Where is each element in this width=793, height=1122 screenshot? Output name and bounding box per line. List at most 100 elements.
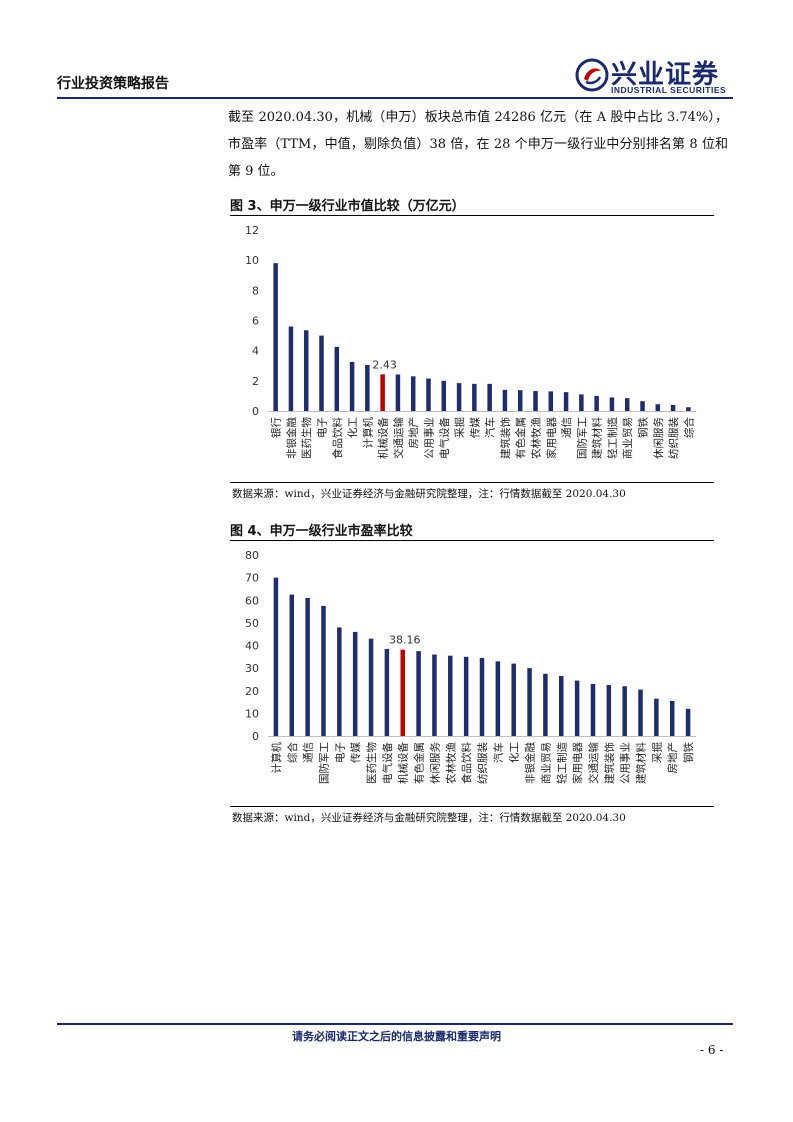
footer-divider [57,1023,733,1025]
bar [463,656,469,736]
highlighted-bar [380,374,385,411]
bar [487,383,492,411]
bar-value-annotation: 38.16 [389,634,421,647]
y-tick-label: 40 [245,640,259,653]
x-category-label: 商业贸易 [539,742,552,784]
bar [543,673,548,736]
bar [410,376,416,411]
disclaimer-notice: 请务必阅读正文之后的信息披露和重要声明 [292,1030,501,1043]
figure-4-bar-chart: 0 10 20 30 40 50 60 70 80 计算机 综合 通信 国防军工 电子 传媒 医药生物 电气设备… [245,549,696,784]
x-category-label: 建筑装饰 [499,417,512,459]
y-tick-label: 50 [245,617,259,630]
x-category-label: 综合 [682,417,695,438]
bar [273,263,278,411]
bar [319,335,324,411]
x-category-label: 食品饮料 [460,742,473,784]
bar [640,401,645,411]
figure-4-bottom-rule [230,806,714,807]
header-divider [57,97,733,99]
y-tick-label: 8 [252,284,259,297]
x-category-label: 有色金属 [413,742,426,784]
x-category-label: 银行 [270,417,283,438]
bar [511,663,516,736]
bar [472,383,477,411]
bar [670,404,676,411]
x-category-label: 通信 [561,417,573,438]
x-category-label: 采掘 [650,742,663,763]
bar [594,395,599,411]
highlighted-bar [400,649,405,736]
bar [563,392,569,411]
y-tick-label: 0 [252,405,259,418]
y-tick-label: 70 [245,572,259,585]
bar [609,397,615,411]
bar [426,378,431,411]
x-category-label: 汽车 [484,417,497,438]
x-category-label: 交通运输 [392,417,405,459]
bar [349,361,355,411]
bar [456,383,462,411]
logo-chinese-name: 兴业证券 [611,60,720,90]
y-tick-label: 10 [245,707,259,720]
y-tick-label: 10 [245,254,259,267]
bar [517,390,523,411]
x-category-label: 汽车 [492,742,505,763]
y-tick-label: 6 [252,315,259,328]
bar [395,374,401,411]
bar [303,330,309,411]
bar [273,577,279,736]
x-category-label: 非银金融 [285,417,298,459]
x-category-label: 房地产 [666,742,679,774]
x-category-label: 休闲服务 [428,742,441,784]
bar [432,654,437,736]
x-category-label: 传媒 [468,417,481,438]
figure-3-title: 图 3、申万一级行业市值比较（万亿元） [230,199,465,214]
figure-3-bar-chart: 0 2 4 6 8 10 12 银行 非银金融 医药生物 电子 食品饮料 化工 计算机 机械设备 2.43 交通… [245,224,696,459]
bar [502,389,508,411]
x-category-label: 电气设备 [381,742,394,784]
bar [622,686,627,736]
x-category-label: 交通运输 [587,742,600,784]
x-category-label: 食品饮料 [331,417,344,459]
bar [334,346,340,411]
x-category-label: 计算机 [270,742,283,774]
bar [384,648,390,736]
y-tick-label: 60 [245,594,259,607]
bar [352,631,358,736]
bar [685,708,691,736]
logo-english-name: INDUSTRIAL SECURITIES [611,85,727,95]
x-category-label: 电气设备 [438,417,451,459]
logo-mark-icon [575,58,609,92]
bar [289,594,295,736]
x-category-label: 非银金融 [524,742,537,784]
bar [495,661,501,736]
y-tick-label: 4 [252,345,259,358]
bar [416,651,421,736]
x-category-label: 房地产 [407,417,420,449]
figure-4-top-rule [230,540,714,541]
x-category-label: 农林牧渔 [444,742,457,784]
x-category-label: 计算机 [361,417,374,449]
bar [321,605,326,736]
bar [337,627,342,736]
x-category-label: 化工 [346,417,359,438]
bar [479,657,485,736]
bar [527,668,532,736]
x-category-label: 传媒 [349,742,362,763]
bar-value-annotation: 2.43 [372,358,397,371]
x-category-label: 公用事业 [423,417,436,459]
x-category-label: 钢铁 [682,742,695,763]
figure-3-top-rule [230,215,714,216]
x-category-label: 建筑材料 [591,417,604,459]
x-category-label: 医药生物 [365,742,378,784]
x-category-label: 纺织服装 [476,742,489,784]
report-type-label: 行业投资策略报告 [57,76,169,92]
body-paragraph: 截至 2020.04.30，机械（申万）板块总市值 24286 亿元（在 A 股… [228,110,728,179]
x-category-label: 化工 [508,742,521,763]
bar [368,638,374,736]
x-category-label: 家用电器 [571,742,584,784]
x-category-label: 休闲服务 [652,417,665,459]
x-category-label: 纺织服装 [667,417,680,459]
figure-3-bottom-rule [230,482,714,483]
bar [365,364,370,411]
